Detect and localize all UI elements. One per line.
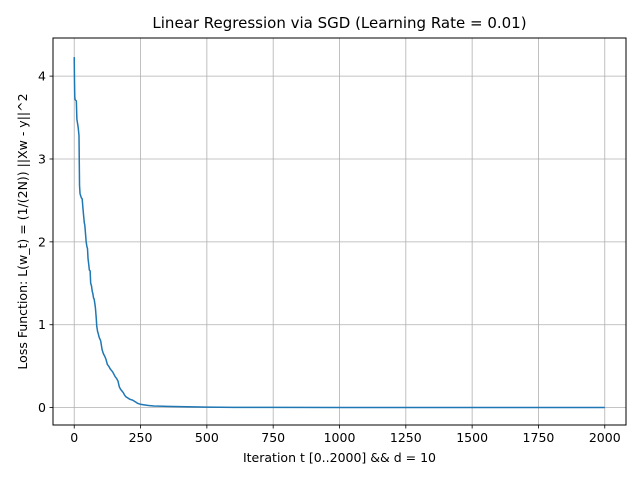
loss-curve-line xyxy=(73,57,605,409)
x-tick-label: 250 xyxy=(129,430,153,445)
x-tick-label: 500 xyxy=(195,430,219,445)
x-tick-label: 750 xyxy=(261,430,285,445)
y-tick-label: 0 xyxy=(38,400,46,415)
series-layer xyxy=(73,57,605,409)
x-tick-label: 1000 xyxy=(324,430,356,445)
x-tick-label: 2000 xyxy=(589,430,621,445)
y-axis-label: Loss Function: L(w_t) = (1/(2N)) ||Xw - … xyxy=(15,93,30,369)
y-tick-label: 1 xyxy=(38,317,46,332)
x-axis-ticks: 0 250 500 750 1000 1250 1500 1750 2000 xyxy=(70,425,621,445)
y-tick-label: 3 xyxy=(38,151,46,166)
y-axis-ticks: 0 1 2 3 4 xyxy=(38,69,53,415)
chart-title: Linear Regression via SGD (Learning Rate… xyxy=(152,14,526,32)
x-tick-label: 1250 xyxy=(390,430,422,445)
x-axis-label: Iteration t [0..2000] && d = 10 xyxy=(243,450,436,465)
x-tick-label: 1750 xyxy=(523,430,555,445)
y-tick-label: 4 xyxy=(38,69,46,84)
x-tick-label: 0 xyxy=(70,430,78,445)
y-tick-label: 2 xyxy=(38,234,46,249)
x-tick-label: 1500 xyxy=(456,430,488,445)
